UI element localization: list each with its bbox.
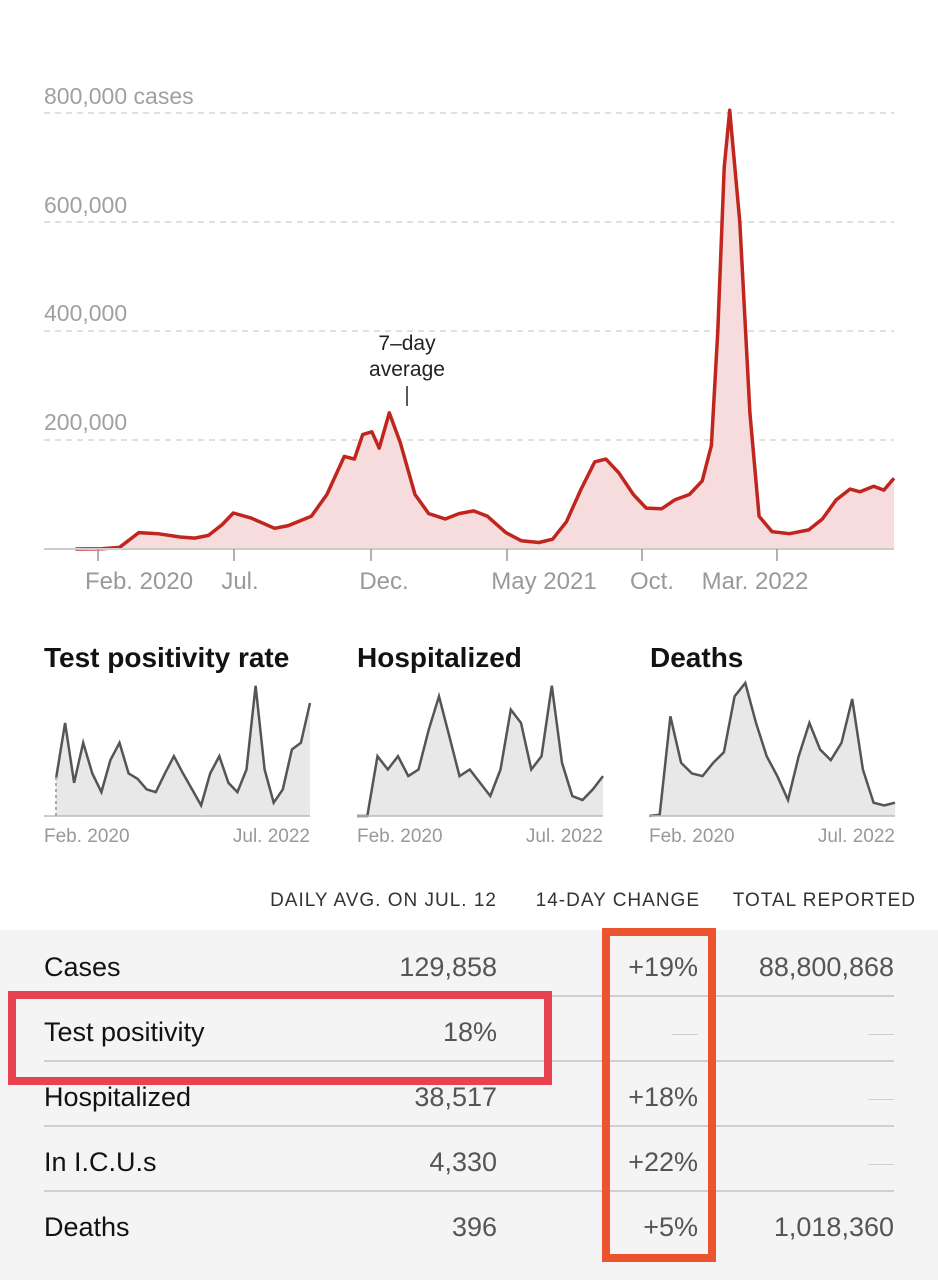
annotation-line-1: 7–day <box>378 332 436 355</box>
row-divider <box>44 1190 894 1192</box>
hospitalized-area <box>357 685 603 816</box>
average-annotation: 7–day average <box>369 332 445 406</box>
test-positivity-highlight-box <box>8 991 552 1085</box>
positivity-area <box>56 685 310 816</box>
row-change: +18% <box>628 1082 698 1112</box>
positivity-x-start: Feb. 2020 <box>44 826 130 847</box>
positivity-chart: Feb. 2020 Jul. 2022 <box>44 685 312 847</box>
x-tick-label: Mar. 2022 <box>702 568 809 595</box>
row-change: +19% <box>628 952 698 982</box>
y-tick-labels: 800,000 cases 600,000 400,000 200,000 <box>44 83 194 435</box>
x-tick-label: Dec. <box>359 568 408 595</box>
row-change: +22% <box>628 1147 698 1177</box>
positivity-line <box>54 685 312 809</box>
hospitalized-chart: Feb. 2020 Jul. 2022 <box>357 685 604 847</box>
row-label: Test positivity <box>44 1017 205 1047</box>
hospitalized-line <box>357 685 604 818</box>
positivity-title: Test positivity rate <box>44 642 290 673</box>
header-14-day-change: 14-DAY CHANGE <box>535 890 700 911</box>
stats-table <box>0 930 938 1280</box>
row-change: +5% <box>643 1212 698 1242</box>
row-daily-avg: 38,517 <box>414 1082 497 1112</box>
row-total: 88,800,868 <box>758 952 894 982</box>
deaths-x-start: Feb. 2020 <box>649 826 735 847</box>
row-daily-avg: 129,858 <box>399 952 497 982</box>
row-label: Hospitalized <box>44 1082 192 1112</box>
deaths-area <box>649 683 895 816</box>
change-column-highlight-box <box>602 928 716 1262</box>
row-change-empty <box>672 1034 698 1035</box>
row-daily-avg: 4,330 <box>429 1147 497 1177</box>
header-total-reported: TOTAL REPORTED <box>732 890 916 911</box>
row-total: 1,018,360 <box>773 1212 894 1242</box>
deaths-line <box>649 680 896 818</box>
x-tick-labels: Feb. 2020 Jul. Dec. May 2021 Oct. Mar. 2… <box>85 568 808 595</box>
x-tick-label: May 2021 <box>491 568 596 595</box>
row-divider <box>44 1125 894 1127</box>
hospitalized-x-end: Jul. 2022 <box>526 826 603 847</box>
header-daily-avg: DAILY AVG. ON JUL. 12 <box>270 890 497 911</box>
y-tick-label: 400,000 <box>44 300 127 326</box>
deaths-chart: Feb. 2020 Jul. 2022 <box>649 680 896 847</box>
cases-chart: 800,000 cases 600,000 400,000 200,000 Fe… <box>44 83 896 595</box>
row-total-empty <box>868 1034 894 1035</box>
annotation-line-2: average <box>369 358 445 381</box>
row-daily-avg: 18% <box>442 1017 497 1047</box>
x-tick-label: Jul. <box>221 568 258 595</box>
positivity-x-end: Jul. 2022 <box>233 826 310 847</box>
row-total-empty <box>868 1164 894 1165</box>
row-daily-avg: 396 <box>451 1212 497 1242</box>
y-gridlines <box>44 112 894 441</box>
hospitalized-x-start: Feb. 2020 <box>357 826 443 847</box>
cases-area <box>75 110 894 550</box>
row-total-empty <box>868 1099 894 1100</box>
x-tick-label: Oct. <box>630 568 674 595</box>
x-ticks <box>97 549 778 561</box>
row-label: Cases <box>44 952 121 982</box>
hospitalized-title: Hospitalized <box>357 642 522 673</box>
deaths-title: Deaths <box>650 642 744 673</box>
x-tick-label: Feb. 2020 <box>85 568 193 595</box>
row-label: Deaths <box>44 1212 130 1242</box>
y-tick-label: 600,000 <box>44 192 127 218</box>
row-divider <box>44 1060 894 1062</box>
y-tick-label: 200,000 <box>44 409 127 435</box>
cases-line <box>75 108 896 551</box>
deaths-x-end: Jul. 2022 <box>818 826 895 847</box>
row-label: In I.C.U.s <box>44 1147 157 1177</box>
y-tick-label: 800,000 cases <box>44 83 194 109</box>
